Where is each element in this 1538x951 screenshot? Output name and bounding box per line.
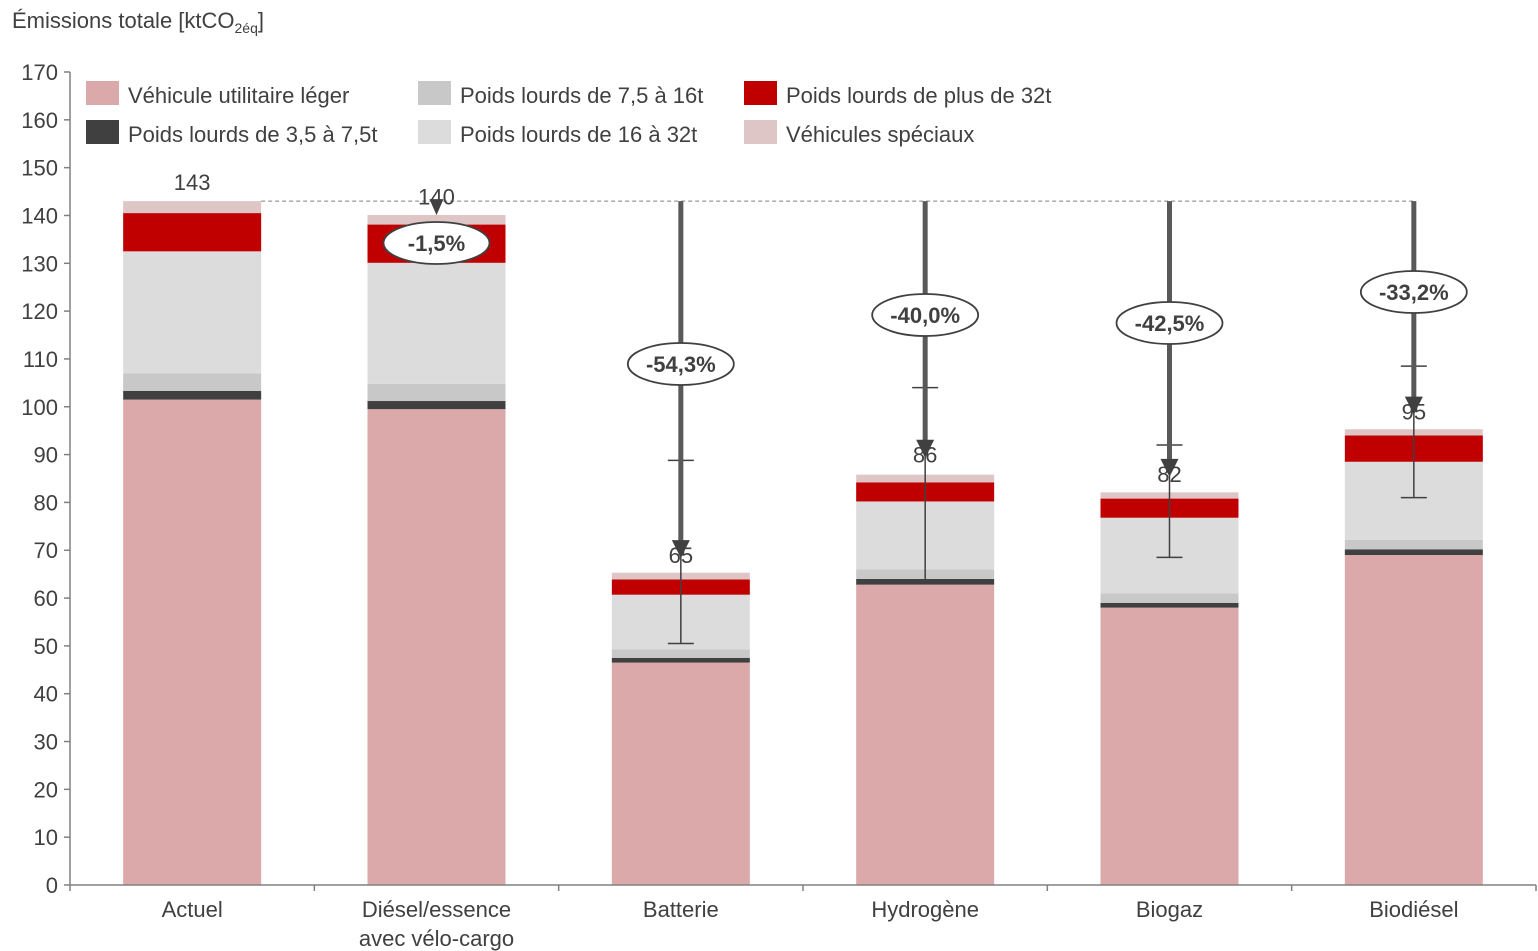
y-axis-title: Émissions totale [ktCO2éq] bbox=[12, 8, 264, 36]
y-tick-label-60: 60 bbox=[34, 586, 58, 611]
legend: Véhicule utilitaire léger Poids lourds de… bbox=[86, 81, 1051, 147]
bars-layer bbox=[123, 201, 1483, 885]
y-tick-label-70: 70 bbox=[34, 538, 58, 563]
y-tick-label-30: 30 bbox=[34, 730, 58, 755]
bar-segment-1-1 bbox=[123, 399, 262, 885]
y-tick-label-80: 80 bbox=[34, 490, 58, 515]
legend-label-3: Poids lourds de 7,5 à 16t bbox=[460, 83, 703, 108]
total-label-2: 140 bbox=[418, 184, 455, 209]
total-label-6: 95 bbox=[1402, 400, 1426, 425]
bar-segment-2-6 bbox=[1344, 549, 1483, 556]
total-label-1: 143 bbox=[174, 170, 211, 195]
y-tick-label-100: 100 bbox=[21, 395, 58, 420]
bar-segment-4-1 bbox=[123, 251, 262, 374]
total-label-3: 65 bbox=[669, 543, 693, 568]
x-tick-label-1: Actuel bbox=[162, 897, 223, 922]
y-tick-label-130: 130 bbox=[21, 251, 58, 276]
arrow-head-4 bbox=[916, 439, 935, 458]
bar-segment-1-3 bbox=[611, 662, 750, 885]
legend-swatch-3 bbox=[418, 81, 451, 105]
total-label-5: 82 bbox=[1157, 462, 1181, 487]
y-tick-label-0: 0 bbox=[46, 873, 58, 898]
reduction-label-2: -1,5% bbox=[408, 231, 465, 256]
y-tick-label-40: 40 bbox=[34, 682, 58, 707]
y-axis-title-end: ] bbox=[257, 8, 264, 33]
legend-swatch-6 bbox=[744, 120, 777, 144]
y-tick-label-90: 90 bbox=[34, 443, 58, 468]
bar-segment-6-1 bbox=[123, 201, 262, 214]
total-label-4: 86 bbox=[913, 443, 937, 468]
bar-segment-3-2 bbox=[367, 383, 506, 402]
bar-segment-2-3 bbox=[611, 657, 750, 663]
legend-swatch-4 bbox=[418, 120, 451, 144]
legend-swatch-2 bbox=[86, 120, 119, 144]
y-tick-label-10: 10 bbox=[34, 825, 58, 850]
x-tick-label-line: Biogaz bbox=[1136, 897, 1203, 922]
x-tick-label-5: Biogaz bbox=[1136, 897, 1203, 922]
legend-label-5: Poids lourds de plus de 32t bbox=[786, 83, 1051, 108]
x-tick-label-line: avec vélo-cargo bbox=[359, 926, 514, 951]
y-tick-label-120: 120 bbox=[21, 299, 58, 324]
y-tick-label-20: 20 bbox=[34, 777, 58, 802]
legend-label-2: Poids lourds de 3,5 à 7,5t bbox=[128, 122, 378, 147]
y-tick-label-50: 50 bbox=[34, 634, 58, 659]
x-tick-label-2: Diésel/essence avec vélo-cargo bbox=[359, 897, 514, 951]
x-tick-label-line: Diésel/essence bbox=[362, 897, 511, 922]
bar-segment-3-1 bbox=[123, 373, 262, 391]
reduction-label-5: -42,5% bbox=[1135, 311, 1205, 336]
bar-segment-3-5 bbox=[1100, 593, 1239, 603]
x-tick-label-line: Biodiésel bbox=[1369, 897, 1458, 922]
x-tick-label-line: Batterie bbox=[643, 897, 719, 922]
bar-segment-1-2 bbox=[367, 409, 506, 885]
reduction-oval-5 bbox=[1115, 301, 1224, 345]
bar-segment-5-1 bbox=[123, 213, 262, 252]
x-tick-label-line: Actuel bbox=[162, 897, 223, 922]
arrow-head-6 bbox=[1404, 396, 1423, 415]
bar-segment-4-2 bbox=[367, 262, 506, 384]
y-axis-title-subscript: 2éq bbox=[234, 20, 258, 36]
bar-segment-3-3 bbox=[611, 649, 750, 658]
legend-label-6: Véhicules spéciaux bbox=[786, 122, 974, 147]
arrow-head-5 bbox=[1160, 458, 1179, 477]
reduction-oval-6 bbox=[1359, 270, 1468, 314]
bar-segment-3-6 bbox=[1344, 539, 1483, 550]
bar-segment-1-5 bbox=[1100, 607, 1239, 885]
y-tick-label-160: 160 bbox=[21, 108, 58, 133]
x-tick-label-6: Biodiésel bbox=[1369, 897, 1458, 922]
y-tick-label-110: 110 bbox=[23, 347, 58, 372]
x-tick-label-3: Batterie bbox=[643, 897, 719, 922]
legend-swatch-5 bbox=[744, 81, 777, 105]
y-tick-label-140: 140 bbox=[21, 203, 58, 228]
y-tick-label-150: 150 bbox=[21, 156, 58, 181]
reduction-label-4: -40,0% bbox=[890, 303, 960, 328]
arrow-head-2 bbox=[429, 199, 444, 216]
x-tick-label-4: Hydrogène bbox=[871, 897, 979, 922]
bar-segment-2-2 bbox=[367, 401, 506, 410]
legend-label-4: Poids lourds de 16 à 32t bbox=[460, 122, 697, 147]
legend-swatch-1 bbox=[86, 81, 119, 105]
reduction-oval-4 bbox=[871, 293, 980, 337]
bar-segment-6-2 bbox=[367, 214, 506, 225]
reduction-oval-2 bbox=[382, 221, 491, 265]
legend-label-1: Véhicule utilitaire léger bbox=[128, 83, 349, 108]
bar-segment-2-1 bbox=[123, 390, 262, 400]
arrow-head-3 bbox=[671, 540, 690, 559]
x-tick-label-line: Hydrogène bbox=[871, 897, 979, 922]
labels-layer: -1,5% -54,3% -40,0% -42,5% -33,2% 143 140 65 86 8… bbox=[174, 170, 1468, 568]
reduction-oval-3 bbox=[626, 342, 735, 386]
bar-segment-1-6 bbox=[1344, 555, 1483, 885]
reduction-label-6: -33,2% bbox=[1379, 280, 1449, 305]
y-tick-label-170: 170 bbox=[21, 60, 58, 85]
reduction-label-3: -54,3% bbox=[646, 352, 716, 377]
bar-segment-2-5 bbox=[1100, 602, 1239, 608]
y-axis-title-main: Émissions totale [ktCO bbox=[12, 8, 235, 33]
axes-layer: 0 10 20 30 40 50 60 70 80 90 100 110 120 130 140 150 160… bbox=[21, 60, 1537, 951]
bar-segment-1-4 bbox=[856, 584, 995, 885]
